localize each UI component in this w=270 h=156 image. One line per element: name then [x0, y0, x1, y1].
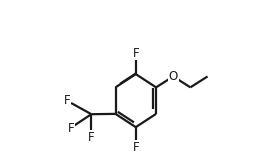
Text: F: F: [88, 131, 94, 144]
Text: F: F: [68, 122, 74, 135]
Text: F: F: [133, 141, 139, 154]
Text: F: F: [64, 94, 70, 107]
Text: O: O: [168, 70, 178, 83]
Text: F: F: [133, 46, 139, 60]
